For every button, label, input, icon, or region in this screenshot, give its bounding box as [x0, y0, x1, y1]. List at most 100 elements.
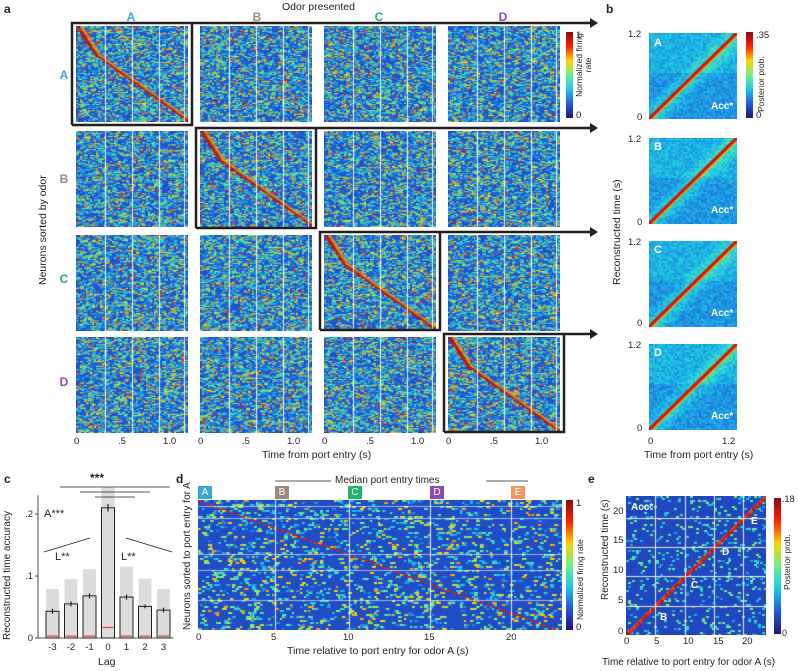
- c-xtick-label: -1: [85, 642, 93, 653]
- a-xtick-2-col4: 1.0: [535, 436, 549, 447]
- a-xtick-2-col2: 1.0: [287, 436, 301, 447]
- c-shuffle-bar: [157, 589, 170, 638]
- row-label-b: B: [59, 172, 69, 186]
- b-ytick-top-4: 1.2: [628, 340, 642, 351]
- d-tag-a: A: [198, 486, 212, 499]
- c-shuffle-bar: [101, 487, 115, 638]
- raster-row4-col2: [200, 337, 312, 433]
- panel-d-ylabel: Neurons sorted to port entry for A: [182, 482, 193, 630]
- panel-e-cbar-bottom: 0: [782, 628, 788, 638]
- panel-d-cbar-top: 1: [576, 498, 582, 509]
- a-xtick-2-col1: 1.0: [163, 436, 177, 447]
- c-xtick-label: 1: [124, 642, 129, 653]
- c-trend-left: [43, 537, 91, 553]
- raster-row1-col3: [324, 26, 436, 122]
- col-label-b: B: [252, 10, 262, 24]
- c-annotation-l-right: L**: [121, 551, 136, 563]
- a-xtick-0-col2: 0: [198, 436, 204, 447]
- posterior-matrix-2: [649, 138, 737, 224]
- c-xtick-label: -3: [48, 642, 56, 653]
- c-xtick-label: 3: [161, 642, 166, 653]
- b-ytick-bottom-3: 0: [637, 318, 643, 329]
- panel-e-posterior: [626, 496, 766, 635]
- b-acc-b: Acc*: [711, 205, 734, 216]
- raster-row4-col1: [76, 337, 188, 433]
- b-ytick-top-3: 1.2: [628, 237, 642, 248]
- c-ytick-label: .2: [25, 509, 33, 520]
- row-label-c: C: [59, 272, 69, 286]
- d-tag-e: E: [511, 486, 525, 499]
- raster-row2-col2: [200, 131, 312, 227]
- raster-row3-col1: [76, 235, 188, 331]
- row-label-a: A: [59, 68, 69, 82]
- e-xtick-10: 10: [683, 636, 694, 647]
- b-acc-c: Acc*: [711, 308, 734, 319]
- c-trend-right: [125, 537, 173, 553]
- panel-e-xlabel: Time relative to port entry for odor A (…: [602, 657, 776, 668]
- c-xtick-label: -2: [67, 642, 75, 653]
- panel-d-colorbar: [566, 500, 573, 630]
- row-label-d: D: [59, 375, 69, 389]
- e-seg-b: B: [660, 612, 668, 623]
- c-xtick-label: 2: [142, 642, 147, 653]
- b-inset-b: B: [654, 141, 662, 153]
- posterior-matrix-3: [649, 241, 737, 327]
- d-xtick-5: 5: [271, 632, 277, 643]
- panel-e-heatmap: [626, 496, 766, 635]
- panel-d-cbar-label: Normalized firing rate: [575, 539, 585, 620]
- raster-row3-col3: [324, 235, 436, 331]
- c-shuffle-bar: [83, 569, 96, 638]
- e-ytick-20: 20: [613, 506, 624, 517]
- a-xtick-1-col3: .5: [366, 436, 374, 447]
- panel-e-cbar-top: .18: [782, 494, 795, 504]
- panel-d-xlabel: Time relative to port entry for odor A (…: [287, 645, 469, 657]
- raster-row1-col2: [200, 26, 312, 122]
- e-seg-d: D: [722, 547, 730, 558]
- a-xtick-0-col1: 0: [74, 436, 80, 447]
- e-ytick-15: 15: [613, 535, 624, 546]
- panel-e-cbar-label: Posterior prob.: [782, 534, 792, 590]
- posterior-matrix-4: [649, 344, 737, 430]
- panel-c-xlabel: Lag: [98, 656, 116, 668]
- a-xtick-2-col3: 1.0: [411, 436, 425, 447]
- panel-a-cbar-top: 1: [576, 30, 582, 41]
- panel-b-colorbar: [746, 32, 753, 118]
- panel-letter-b: b: [606, 2, 614, 16]
- e-ytick-0: 0: [618, 626, 624, 637]
- e-xtick-15: 15: [713, 636, 724, 647]
- panel-d-heatmap: [198, 500, 562, 630]
- c-annotation-a: A***: [44, 508, 65, 520]
- b-acc-a: Acc*: [711, 101, 734, 112]
- a-xtick-0-col4: 0: [446, 436, 452, 447]
- posterior-matrix-1: [649, 33, 737, 119]
- raster-row2-col1: [76, 131, 188, 227]
- c-annotation-l-left: L**: [55, 551, 70, 563]
- raster-row2-col4: [448, 131, 560, 227]
- b-ytick-top-1: 1.2: [628, 29, 642, 40]
- b-acc-d: Acc*: [711, 411, 734, 422]
- d-xtick-0: 0: [196, 632, 202, 643]
- e-xtick-5: 5: [654, 636, 660, 647]
- c-shuffle-bar: [120, 566, 133, 638]
- a-xtick-1-col2: .5: [242, 436, 250, 447]
- col-label-d: D: [498, 10, 508, 24]
- panel-letter-d: d: [176, 472, 184, 486]
- raster-row1-col4: [448, 26, 560, 122]
- e-ytick-5: 5: [618, 595, 624, 606]
- b-inset-c: C: [654, 244, 662, 256]
- e-seg-c: C: [691, 580, 699, 591]
- d-xtick-20: 20: [506, 632, 517, 643]
- raster-row3-col2: [200, 235, 312, 331]
- e-xtick-20: 20: [742, 636, 753, 647]
- panel-a-xlabel: Time from port entry (s): [262, 449, 372, 461]
- panel-b-cbar-bottom: 0: [756, 110, 762, 121]
- e-acc: Acc*: [631, 502, 654, 513]
- panel-a-cbar-bottom: 0: [576, 110, 582, 121]
- d-xtick-10: 10: [343, 632, 354, 643]
- panel-b-cbar-top: .35: [756, 30, 770, 41]
